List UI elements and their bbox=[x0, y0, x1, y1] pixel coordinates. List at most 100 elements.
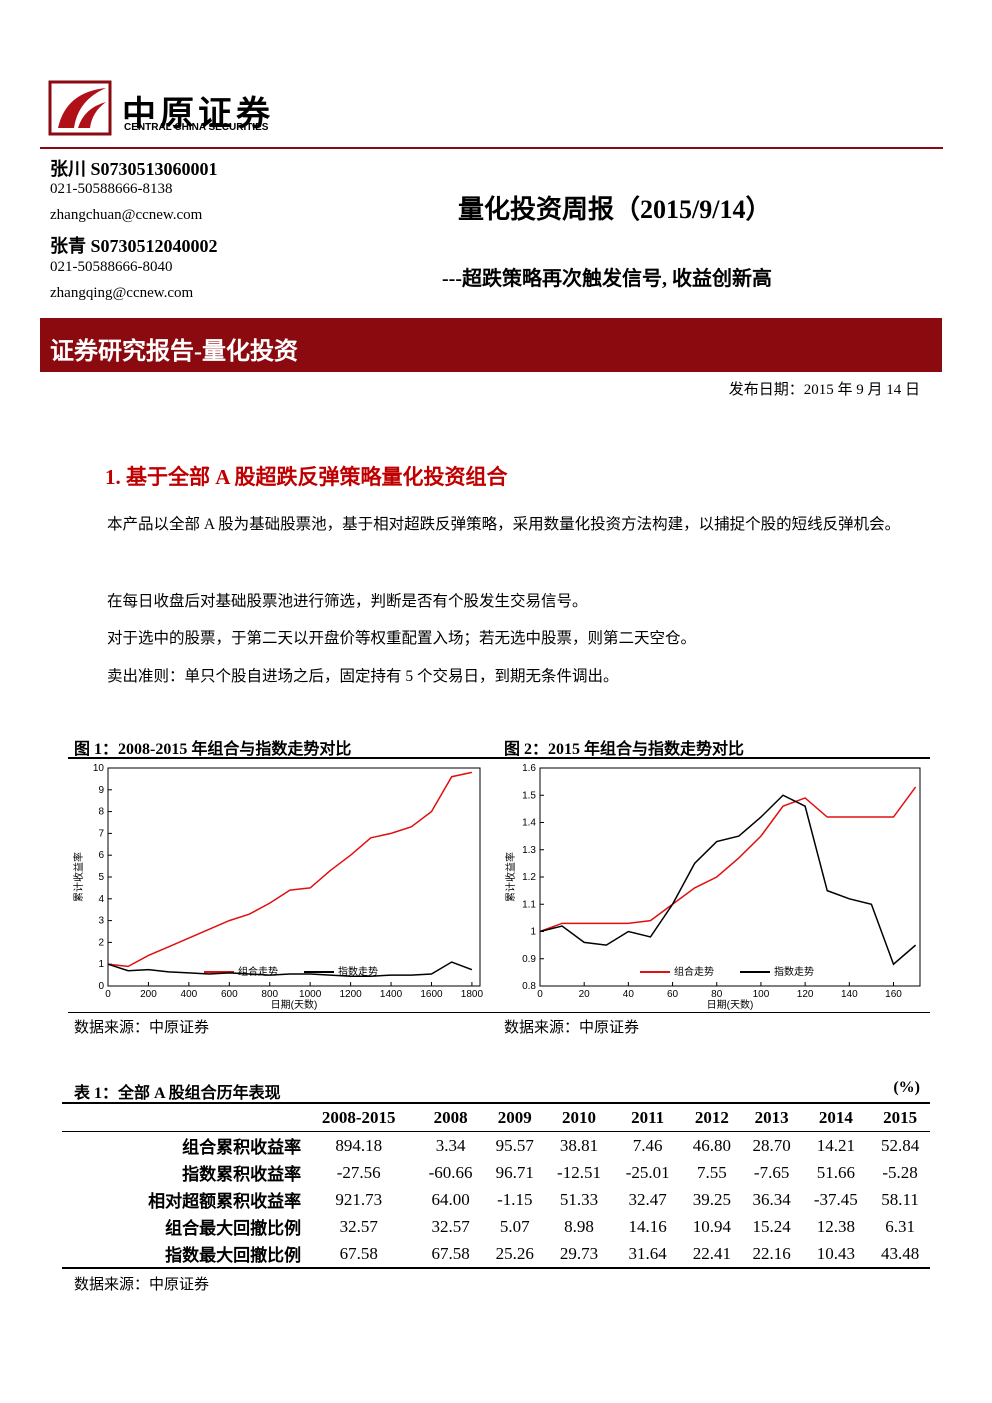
cell: 38.81 bbox=[559, 1135, 599, 1155]
series-line bbox=[539, 786, 917, 933]
x-tick-label: 1600 bbox=[420, 989, 443, 1000]
logo-mark bbox=[48, 80, 112, 136]
author: 张青 S0730512040002 bbox=[50, 236, 218, 256]
row: 相对超额累积收益率 921.73 64.00 -1.15 51.33 32.47 39.25… bbox=[62, 1186, 930, 1213]
legend-label: 指数走势 bbox=[774, 965, 814, 978]
column-header: 2010 bbox=[562, 1107, 596, 1127]
y-tick-label: 4 bbox=[98, 894, 104, 905]
rule bbox=[68, 757, 930, 759]
x-tick-label: 140 bbox=[841, 989, 858, 1000]
cell: 31.64 bbox=[628, 1243, 667, 1263]
email: zhangqing@ccnew.com bbox=[50, 285, 194, 301]
cell: 36.34 bbox=[752, 1189, 791, 1209]
column-header: 2015 bbox=[883, 1107, 918, 1127]
x-tick-label: 20 bbox=[579, 989, 591, 1000]
y-tick-label: 0.8 bbox=[522, 981, 536, 992]
cell: -7.65 bbox=[753, 1162, 790, 1182]
x-axis-label: 日期(天数) bbox=[707, 998, 754, 1011]
figure-caption: 图 1：2008-2015 年组合与指数走势对比 bbox=[74, 741, 352, 758]
cell: 32.57 bbox=[431, 1216, 470, 1236]
y-tick-label: 7 bbox=[98, 828, 104, 839]
legend-label: 指数走势 bbox=[338, 965, 378, 978]
header-row: 2008-2015 2008 2009 2010 2011 2012 2013 2014 201… bbox=[62, 1103, 930, 1132]
series-line bbox=[107, 961, 473, 977]
row: 指数最大回撤比例 67.58 67.58 25.26 29.73 31.64 22.41 22… bbox=[62, 1240, 930, 1268]
table: 2008-2015 2008 2009 2010 2011 2012 2013 2014 201… bbox=[62, 1102, 930, 1269]
cell: 67.58 bbox=[339, 1243, 378, 1263]
x-tick-label: 0 bbox=[105, 989, 111, 1000]
y-tick-label: 1.3 bbox=[522, 845, 536, 856]
cell: 39.25 bbox=[692, 1189, 731, 1209]
column-header: 2008-2015 bbox=[321, 1107, 396, 1127]
cell: 7.46 bbox=[632, 1135, 663, 1155]
x-tick-label: 0 bbox=[537, 989, 543, 1000]
cell: 96.71 bbox=[495, 1162, 534, 1182]
column-header: 2014 bbox=[818, 1107, 853, 1127]
row-header: 组合累积收益率 bbox=[182, 1138, 302, 1157]
cell: 51.33 bbox=[559, 1189, 599, 1209]
chart: 0 1 2 3 4 5 6 7 8 9 10 0 200 400 600 800 1000 1200 1400 160… bbox=[72, 763, 484, 1011]
cell: 43.48 bbox=[880, 1243, 920, 1263]
phone: 021-50588666-8138 bbox=[50, 181, 173, 197]
x-tick-label: 40 bbox=[623, 989, 635, 1000]
phone: 021-50588666-8040 bbox=[50, 259, 173, 275]
y-tick-label: 6 bbox=[98, 850, 104, 861]
cell: -25.01 bbox=[625, 1162, 670, 1182]
y-tick-label: 0.9 bbox=[522, 954, 536, 965]
cell: 28.70 bbox=[752, 1135, 791, 1155]
row-header: 指数最大回撤比例 bbox=[165, 1246, 302, 1265]
x-tick-label: 100 bbox=[753, 989, 770, 1000]
cell: 29.73 bbox=[559, 1243, 599, 1263]
paragraph: 在每日收盘后对基础股票池进行筛选，判断是否有个股发生交易信号。 bbox=[107, 593, 588, 610]
rule bbox=[40, 147, 943, 149]
cell: 14.21 bbox=[816, 1135, 855, 1155]
brand-en: CENTRAL CHINA SECURITIES bbox=[124, 122, 269, 133]
cell: -5.28 bbox=[882, 1162, 918, 1182]
cell: 894.18 bbox=[335, 1135, 383, 1155]
x-axis-label: 日期(天数) bbox=[271, 998, 318, 1011]
cell: 32.47 bbox=[628, 1189, 667, 1209]
x-tick-label: 1400 bbox=[380, 989, 403, 1000]
x-tick-label: 400 bbox=[181, 989, 198, 1000]
banner-text: 证券研究报告-量化投资 bbox=[50, 339, 298, 365]
author: 张川 S0730513060001 bbox=[50, 159, 218, 179]
source: 数据来源：中原证券 bbox=[74, 1020, 210, 1036]
cell: 22.16 bbox=[752, 1243, 791, 1263]
email: zhangchuan@ccnew.com bbox=[50, 207, 203, 223]
plot-frame bbox=[539, 767, 921, 987]
x-tick-label: 1000 bbox=[299, 989, 322, 1000]
plot-frame bbox=[107, 767, 481, 987]
y-tick-label: 0 bbox=[98, 981, 104, 992]
corner-cell bbox=[62, 1103, 301, 1132]
heading: 1. 基于全部 A 股超跌反弹策略量化投资组合 bbox=[105, 465, 508, 489]
cell: 51.66 bbox=[816, 1162, 855, 1182]
y-tick-label: 1 bbox=[98, 959, 104, 970]
y-tick-label: 3 bbox=[98, 916, 104, 927]
x-tick-label: 160 bbox=[885, 989, 902, 1000]
y-tick-label: 1.1 bbox=[522, 899, 536, 910]
x-tick-label: 80 bbox=[711, 989, 723, 1000]
cell: 58.11 bbox=[881, 1189, 919, 1209]
figure-caption: 图 2：2015 年组合与指数走势对比 bbox=[504, 741, 745, 758]
cell: 921.73 bbox=[335, 1189, 383, 1209]
cell: 46.80 bbox=[692, 1135, 731, 1155]
y-axis-label: 累计收益率 bbox=[72, 852, 85, 902]
x-tick-label: 1800 bbox=[461, 989, 484, 1000]
cell: 12.38 bbox=[816, 1216, 855, 1236]
row-header: 相对超额累积收益率 bbox=[148, 1192, 302, 1211]
cell: 10.94 bbox=[692, 1216, 731, 1236]
row: 组合最大回撤比例 32.57 32.57 5.07 8.98 14.16 10.94 15.2… bbox=[62, 1213, 930, 1240]
x-tick-label: 200 bbox=[140, 989, 157, 1000]
cell: 32.57 bbox=[339, 1216, 378, 1236]
banner bbox=[40, 318, 942, 372]
source: 数据来源：中原证券 bbox=[74, 1277, 210, 1293]
cell: 52.84 bbox=[880, 1135, 920, 1155]
cell: 22.41 bbox=[692, 1243, 731, 1263]
y-axis-label: 累计收益率 bbox=[504, 852, 517, 902]
x-tick-label: 120 bbox=[797, 989, 814, 1000]
row: 组合累积收益率 894.18 3.34 95.57 38.81 7.46 46.80 28.7… bbox=[62, 1132, 930, 1160]
y-tick-label: 2 bbox=[98, 937, 104, 948]
cell: 3.34 bbox=[435, 1135, 466, 1155]
y-tick-label: 8 bbox=[98, 807, 104, 818]
